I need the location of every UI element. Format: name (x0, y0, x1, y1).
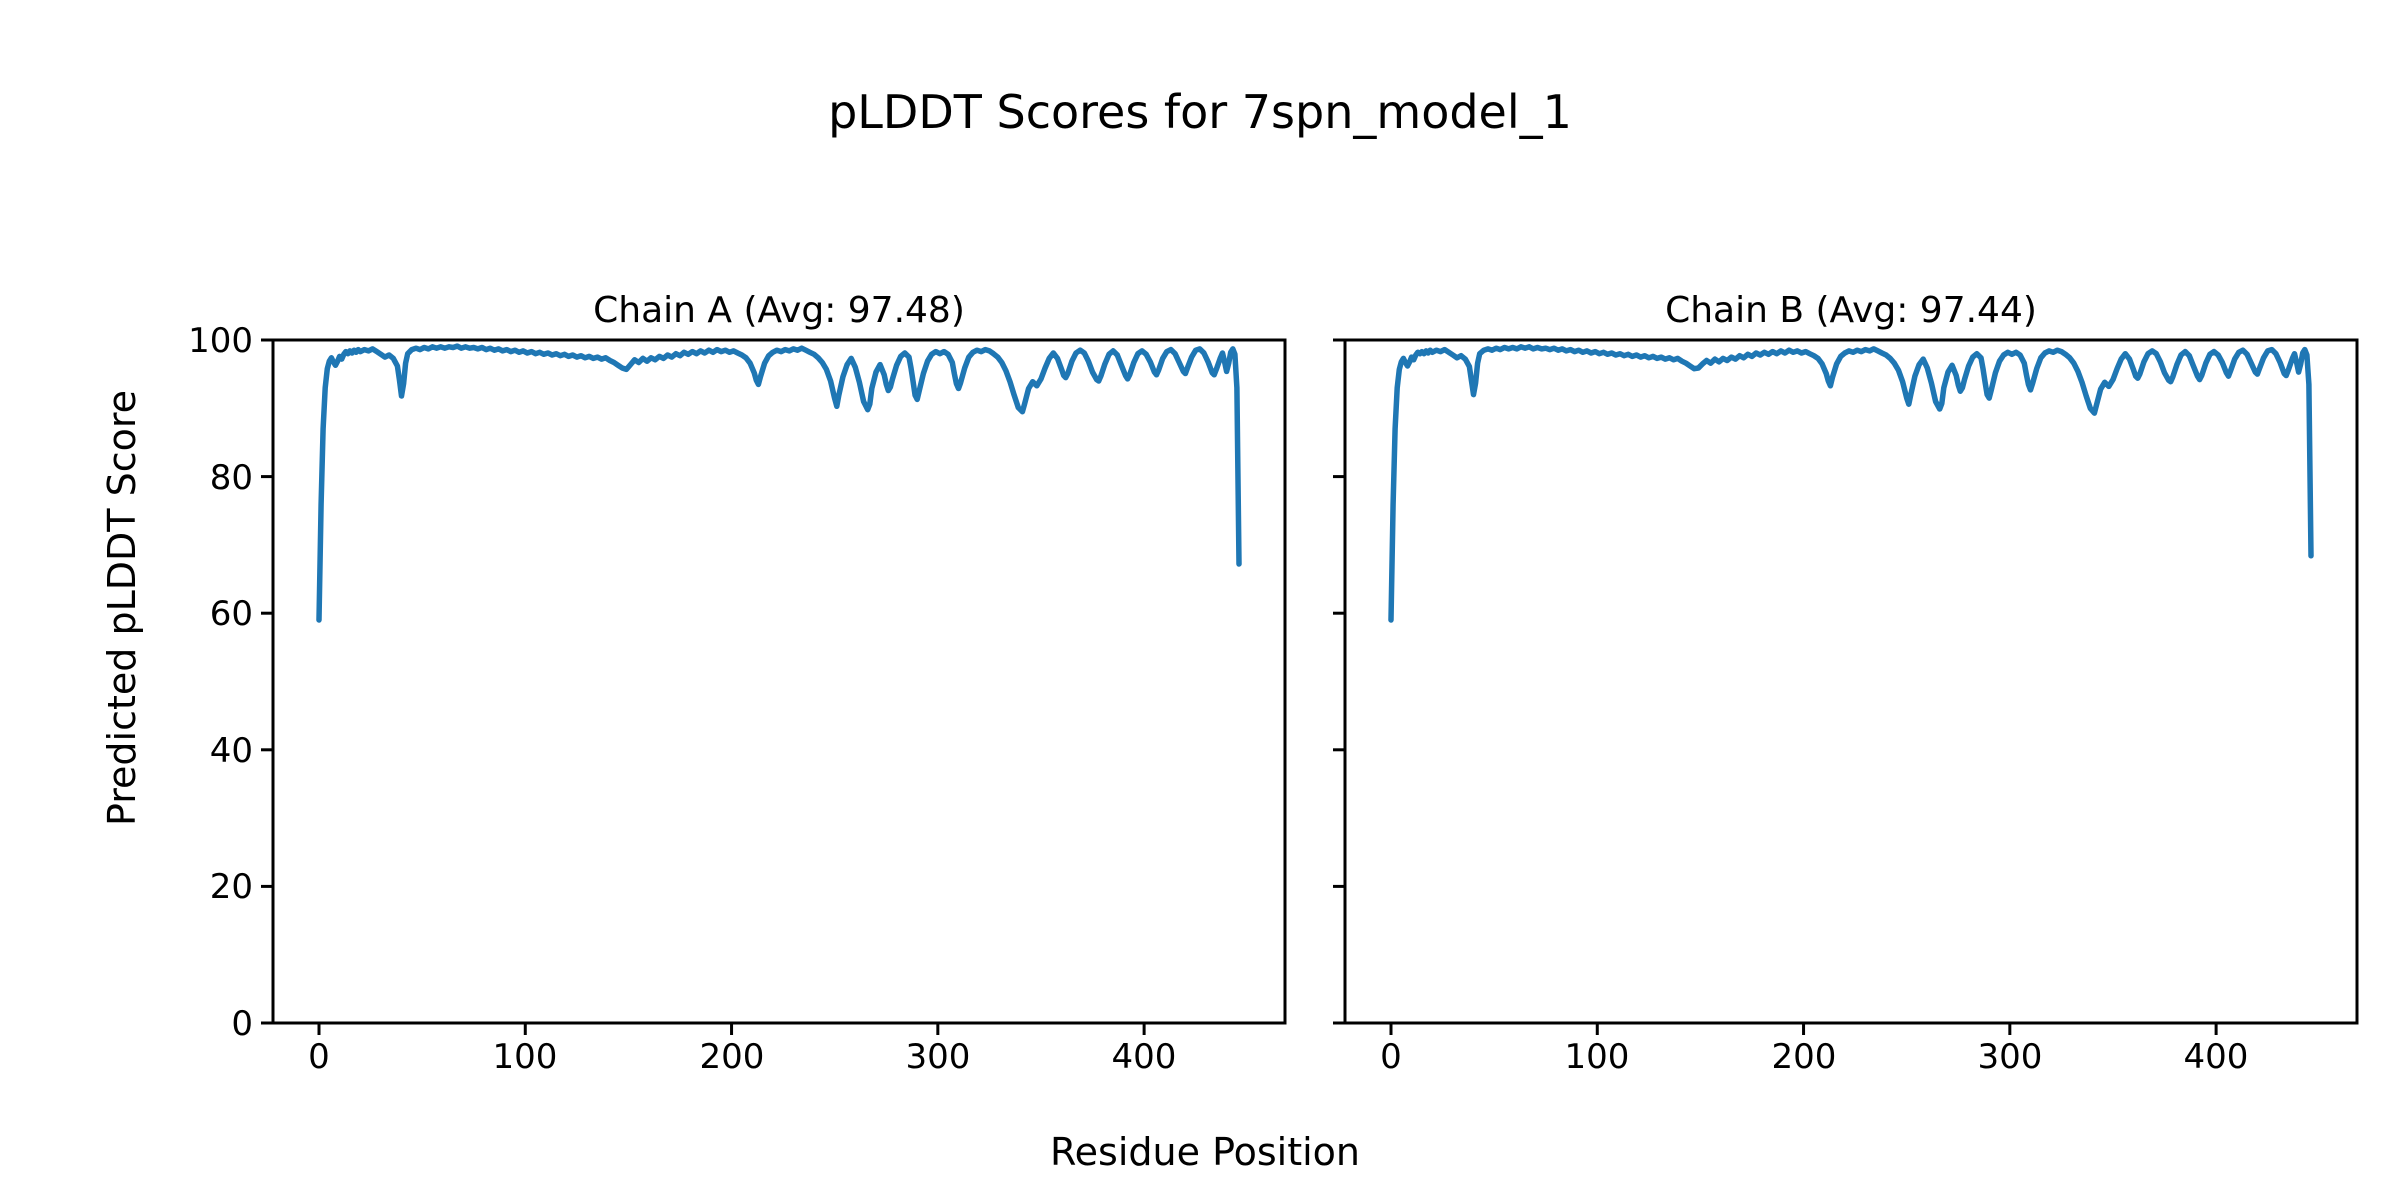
x-tick-label: 400 (2184, 1037, 2249, 1077)
x-tick-label: 0 (308, 1037, 330, 1077)
chain-b-tick-marks (1333, 338, 2218, 1035)
y-axis-label: Predicted pLDDT Score (100, 390, 144, 826)
chain-b-title: Chain B (Avg: 97.44) (1665, 290, 2037, 331)
x-tick-label: 0 (1380, 1037, 1402, 1077)
x-tick-label: 200 (700, 1037, 765, 1077)
subplot-chain-a: Chain A (Avg: 97.48) 0 20 40 60 80 100 0… (188, 290, 1287, 1077)
figure-suptitle: pLDDT Scores for 7spn_model_1 (828, 85, 1572, 139)
y-tick-label: 0 (231, 1004, 253, 1044)
x-tick-label: 300 (906, 1037, 971, 1077)
subplot-chain-b: Chain B (Avg: 97.44) 0 100 200 300 400 (1333, 290, 2359, 1077)
x-axis-label: Residue Position (1050, 1130, 1360, 1174)
x-tick-label: 200 (1772, 1037, 1837, 1077)
plddt-line-chain-a (316, 343, 1242, 623)
y-tick-label: 20 (210, 867, 253, 907)
x-tick-label: 400 (1112, 1037, 1177, 1077)
plddt-line-chain-b (1388, 344, 2314, 623)
chain-a-title: Chain A (Avg: 97.48) (593, 290, 965, 331)
x-tick-label: 300 (1978, 1037, 2043, 1077)
chain-a-tick-marks (261, 338, 1146, 1035)
chain-b-plot-border (1343, 338, 2359, 1025)
y-tick-label: 40 (210, 731, 253, 771)
chain-a-plot-border (271, 338, 1287, 1025)
y-tick-label: 80 (210, 458, 253, 498)
x-tick-label: 100 (493, 1037, 558, 1077)
y-tick-label: 100 (188, 321, 253, 361)
x-tick-label: 100 (1565, 1037, 1630, 1077)
y-tick-label: 60 (210, 594, 253, 634)
